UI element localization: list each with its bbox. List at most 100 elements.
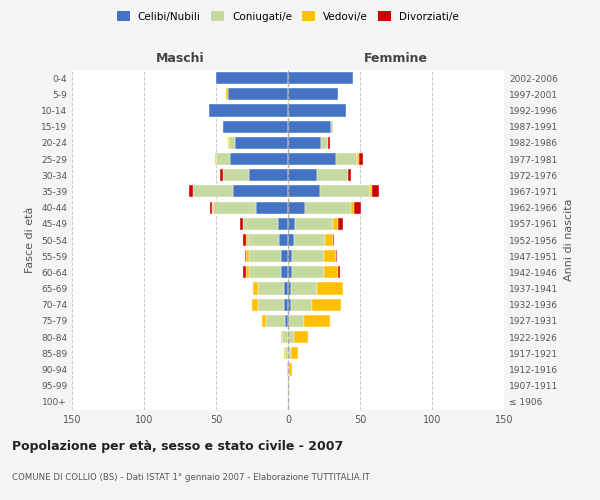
Bar [291, 282, 317, 294]
Bar [325, 234, 332, 246]
Bar [249, 169, 288, 181]
Bar [328, 137, 330, 149]
Bar [288, 186, 320, 198]
Bar [252, 298, 258, 311]
Bar [246, 250, 249, 262]
Bar [304, 315, 330, 327]
Bar [288, 169, 317, 181]
Bar [288, 88, 338, 101]
Bar [245, 250, 246, 262]
Bar [285, 315, 288, 327]
Bar [209, 104, 288, 117]
Bar [338, 266, 340, 278]
Bar [313, 298, 341, 311]
Bar [288, 250, 292, 262]
Bar [291, 348, 298, 360]
Bar [288, 266, 292, 278]
Bar [278, 218, 288, 230]
Bar [332, 218, 338, 230]
Bar [246, 234, 248, 246]
Bar [338, 218, 343, 230]
Y-axis label: Fasce di età: Fasce di età [25, 207, 35, 273]
Bar [321, 137, 328, 149]
Bar [288, 202, 305, 213]
Bar [287, 364, 288, 376]
Bar [256, 202, 288, 213]
Bar [216, 153, 230, 165]
Bar [193, 186, 233, 198]
Bar [370, 186, 371, 198]
Bar [295, 218, 332, 230]
Bar [354, 202, 361, 213]
Bar [288, 282, 291, 294]
Bar [253, 282, 258, 294]
Y-axis label: Anni di nascita: Anni di nascita [563, 198, 574, 281]
Bar [288, 331, 294, 343]
Bar [227, 88, 288, 101]
Bar [289, 315, 304, 327]
Bar [294, 331, 308, 343]
Bar [249, 250, 281, 262]
Bar [288, 348, 291, 360]
Bar [288, 153, 335, 165]
Bar [223, 169, 249, 181]
Bar [262, 315, 266, 327]
Bar [292, 266, 324, 278]
Bar [244, 266, 246, 278]
Bar [212, 202, 213, 213]
Bar [294, 234, 325, 246]
Bar [249, 266, 281, 278]
Bar [282, 331, 288, 343]
Bar [244, 218, 278, 230]
Bar [216, 72, 288, 84]
Bar [241, 218, 244, 230]
Bar [288, 218, 295, 230]
Bar [288, 315, 289, 327]
Bar [230, 153, 288, 165]
Bar [288, 364, 289, 376]
Bar [220, 169, 223, 181]
Bar [349, 169, 352, 181]
Bar [305, 202, 352, 213]
Bar [281, 250, 288, 262]
Bar [235, 137, 288, 149]
Bar [284, 282, 288, 294]
Bar [317, 169, 349, 181]
Bar [288, 137, 321, 149]
Text: Maschi: Maschi [155, 52, 205, 65]
Bar [324, 250, 335, 262]
Bar [320, 186, 370, 198]
Bar [324, 266, 338, 278]
Bar [288, 298, 291, 311]
Bar [258, 298, 284, 311]
Bar [246, 266, 249, 278]
Bar [332, 234, 334, 246]
Bar [288, 234, 294, 246]
Bar [266, 315, 285, 327]
Bar [331, 120, 332, 132]
Bar [335, 250, 337, 262]
Bar [188, 186, 193, 198]
Bar [280, 234, 288, 246]
Bar [352, 202, 354, 213]
Bar [291, 298, 313, 311]
Text: Femmine: Femmine [364, 52, 428, 65]
Bar [371, 186, 379, 198]
Bar [357, 153, 359, 165]
Bar [289, 364, 292, 376]
Bar [281, 266, 288, 278]
Bar [226, 88, 227, 101]
Bar [248, 234, 280, 246]
Bar [284, 348, 285, 360]
Bar [210, 202, 212, 213]
Bar [359, 153, 363, 165]
Bar [215, 153, 216, 165]
Bar [233, 186, 288, 198]
Bar [213, 202, 256, 213]
Bar [288, 104, 346, 117]
Bar [229, 137, 235, 149]
Bar [292, 250, 324, 262]
Text: COMUNE DI COLLIO (BS) - Dati ISTAT 1° gennaio 2007 - Elaborazione TUTTITALIA.IT: COMUNE DI COLLIO (BS) - Dati ISTAT 1° ge… [12, 473, 370, 482]
Bar [288, 72, 353, 84]
Bar [288, 380, 289, 392]
